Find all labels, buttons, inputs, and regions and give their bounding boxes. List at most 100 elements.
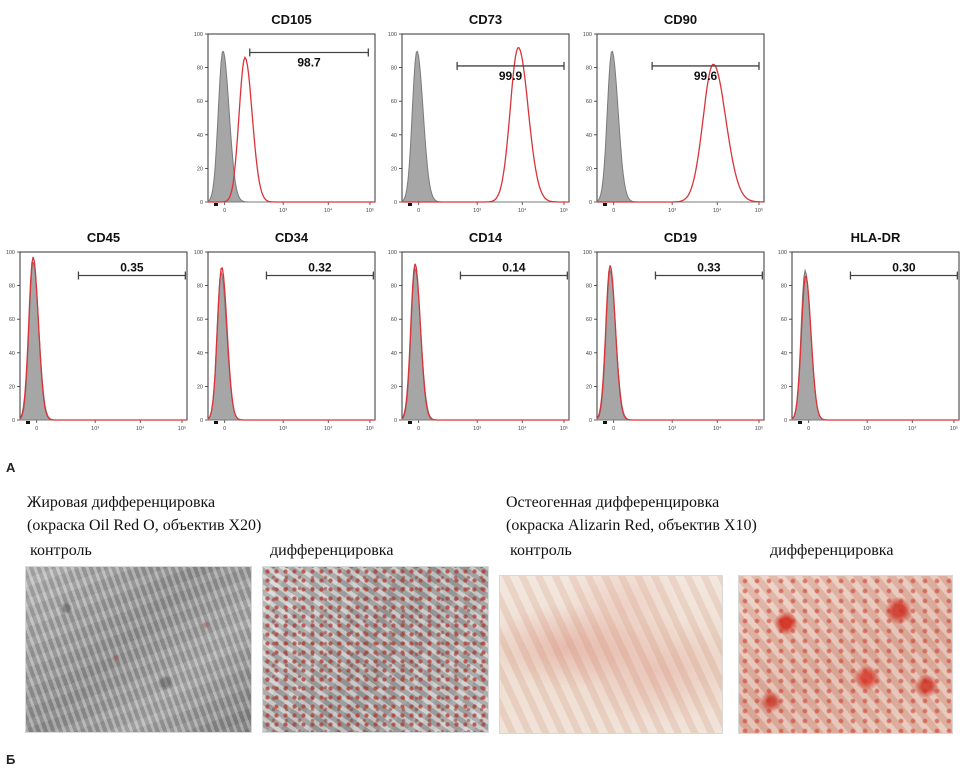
x-tick-label: 10⁴ xyxy=(324,207,333,214)
gate-value-label: 0.35 xyxy=(120,261,144,275)
osteogenic-control-label: контроль xyxy=(510,542,572,559)
sample-histogram xyxy=(208,56,375,203)
y-tick-label: 60 xyxy=(781,317,787,323)
histogram-frame xyxy=(207,251,376,421)
y-tick-label: 100 xyxy=(583,250,592,256)
sample-histogram xyxy=(597,63,765,203)
y-tick-label: 80 xyxy=(586,284,592,290)
y-tick-label: 80 xyxy=(197,284,203,290)
x-tick-label: 10³ xyxy=(668,426,676,432)
y-tick-label: 60 xyxy=(391,99,397,105)
y-tick-label: 100 xyxy=(194,32,203,38)
y-tick-label: 100 xyxy=(583,32,592,38)
x-tick-label: 10⁴ xyxy=(518,425,527,432)
y-tick-label: 0 xyxy=(589,418,592,424)
axis-origin-marker xyxy=(603,203,607,206)
y-tick-label: 20 xyxy=(197,384,203,390)
x-tick-label: 10⁵ xyxy=(560,207,568,214)
axis-origin-marker xyxy=(26,421,30,424)
y-tick-label: 100 xyxy=(778,250,787,256)
y-tick-label: 100 xyxy=(6,250,15,256)
y-tick-label: 80 xyxy=(391,66,397,72)
histogram-title: HLA-DR xyxy=(851,230,901,245)
gate-value-label: 0.14 xyxy=(502,261,526,275)
gate-value-label: 99.6 xyxy=(694,69,718,83)
x-tick-label: 10⁵ xyxy=(366,207,374,214)
adipogenic-control-label: контроль xyxy=(30,542,92,559)
y-tick-label: 40 xyxy=(197,351,203,357)
y-tick-label: 40 xyxy=(197,133,203,139)
x-tick-label: 10³ xyxy=(279,426,287,432)
histogram-panel-cd73: CD73 0 20 40 60 80 100 0 10³ 10⁴ 10⁵ 99.9 xyxy=(388,12,570,214)
histogram-panel-cd45: CD45 0 20 40 60 80 100 0 10³ 10⁴ 10⁵ 0.35 xyxy=(6,230,188,432)
x-tick-label: 0 xyxy=(223,426,226,432)
x-tick-label: 10³ xyxy=(279,208,287,214)
flow-cytometry-histograms: CD105 0 20 40 60 80 100 0 10³ 10⁴ 10⁵ 98.7 CD73 0 20 40… xyxy=(6,12,960,432)
histogram-panel-cd105: CD105 0 20 40 60 80 100 0 10³ 10⁴ 10⁵ 98.7 xyxy=(194,12,376,214)
control-histogram xyxy=(207,270,375,421)
histogram-title: CD14 xyxy=(469,230,503,245)
histogram-frame xyxy=(596,251,765,421)
osteogenic-control-micrograph xyxy=(499,575,723,734)
osteogenic-title: Остеогенная дифференцировка xyxy=(506,494,720,511)
control-histogram xyxy=(401,266,569,421)
osteogenic-differentiation-micrograph xyxy=(738,575,953,734)
sample-histogram xyxy=(207,267,375,421)
y-tick-label: 20 xyxy=(586,384,592,390)
y-tick-label: 0 xyxy=(784,418,787,424)
control-histogram xyxy=(596,268,764,421)
x-tick-label: 10⁴ xyxy=(713,425,722,432)
axis-origin-marker xyxy=(408,421,412,424)
sample-histogram xyxy=(596,265,764,421)
histogram-panel-hla-dr: HLA-DR 0 20 40 60 80 100 0 10³ 10⁴ 10⁵ 0.30 xyxy=(778,230,960,432)
y-tick-label: 60 xyxy=(391,317,397,323)
y-tick-label: 0 xyxy=(200,200,203,206)
x-tick-label: 0 xyxy=(612,426,615,432)
adipogenic-title: Жировая дифференцировка xyxy=(27,494,216,511)
y-tick-label: 60 xyxy=(586,99,592,105)
y-tick-label: 80 xyxy=(781,284,787,290)
x-tick-label: 10⁴ xyxy=(324,425,333,432)
gate-value-label: 0.30 xyxy=(892,261,916,275)
y-tick-label: 20 xyxy=(197,166,203,172)
gate-value-label: 98.7 xyxy=(297,55,321,69)
adipogenic-differentiation-micrograph xyxy=(262,566,489,733)
y-tick-label: 40 xyxy=(391,351,397,357)
adipogenic-stain-caption: (окраска Oil Red O, объектив X20) xyxy=(27,517,262,534)
y-tick-label: 40 xyxy=(586,351,592,357)
y-tick-label: 60 xyxy=(586,317,592,323)
x-tick-label: 0 xyxy=(35,426,38,432)
x-tick-label: 10⁵ xyxy=(366,425,374,432)
axis-origin-marker xyxy=(214,203,218,206)
control-histogram xyxy=(401,50,569,203)
y-tick-label: 0 xyxy=(589,200,592,206)
y-tick-label: 40 xyxy=(9,351,15,357)
histogram-frame xyxy=(401,251,570,421)
osteogenic-differentiation-label: дифференцировка xyxy=(770,542,894,559)
histogram-title: CD105 xyxy=(271,12,311,27)
x-tick-label: 0 xyxy=(807,426,810,432)
control-histogram xyxy=(596,50,764,203)
axis-origin-marker xyxy=(798,421,802,424)
y-tick-label: 0 xyxy=(12,418,15,424)
histogram-frame xyxy=(19,251,188,421)
adipogenic-differentiation-label: дифференцировка xyxy=(270,542,394,559)
histogram-panel-cd90: CD90 0 20 40 60 80 100 0 10³ 10⁴ 10⁵ 99.6 xyxy=(583,12,765,214)
y-tick-label: 60 xyxy=(197,317,203,323)
x-tick-label: 10³ xyxy=(668,208,676,214)
control-histogram xyxy=(791,268,959,421)
x-tick-label: 0 xyxy=(417,208,420,214)
x-tick-label: 0 xyxy=(223,208,226,214)
y-tick-label: 20 xyxy=(391,384,397,390)
y-tick-label: 20 xyxy=(781,384,787,390)
axis-origin-marker xyxy=(214,421,218,424)
y-tick-label: 0 xyxy=(394,200,397,206)
gate-value-label: 99.9 xyxy=(499,69,523,83)
histogram-panel-cd14: CD14 0 20 40 60 80 100 0 10³ 10⁴ 10⁵ 0.14 xyxy=(388,230,570,432)
x-tick-label: 10⁵ xyxy=(178,425,186,432)
x-tick-label: 10³ xyxy=(863,426,871,432)
histogram-title: CD90 xyxy=(664,12,697,27)
y-tick-label: 80 xyxy=(586,66,592,72)
panel-label-b: Б xyxy=(6,752,16,767)
y-tick-label: 80 xyxy=(391,284,397,290)
